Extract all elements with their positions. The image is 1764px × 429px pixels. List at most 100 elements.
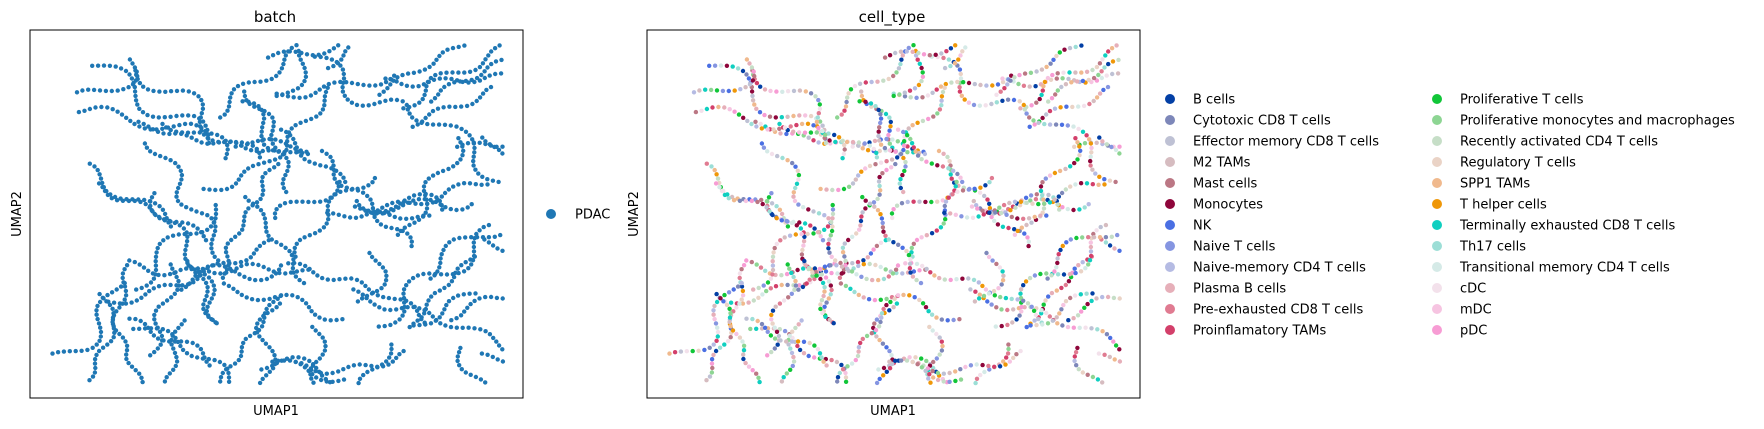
cell-type-point	[1082, 141, 1088, 146]
cell-type-point	[931, 114, 936, 119]
cell-type-point	[1115, 71, 1121, 76]
cell-type-point	[1040, 115, 1045, 121]
batch-point	[246, 80, 251, 85]
cell-type-point	[757, 110, 763, 115]
batch-point	[212, 270, 217, 276]
cell-type-point	[900, 245, 905, 250]
batch-point	[485, 65, 490, 70]
batch-point	[438, 88, 443, 93]
batch-point	[312, 199, 317, 205]
batch-point	[179, 322, 184, 327]
batch-point	[450, 45, 456, 51]
cell-type-point	[727, 315, 733, 320]
cell-type-point	[1104, 142, 1110, 147]
batch-point	[227, 99, 232, 105]
cell-type-point	[1053, 92, 1058, 97]
batch-point	[206, 269, 212, 274]
batch-point	[423, 88, 428, 93]
cell-type-point	[735, 66, 741, 71]
cell-type-point	[951, 168, 956, 173]
cell-type-point	[858, 340, 863, 346]
cell-type-point	[1034, 322, 1039, 328]
batch-point	[320, 107, 326, 112]
cell-type-point	[1107, 243, 1113, 248]
batch-point	[441, 247, 446, 253]
cell-type-point	[774, 329, 780, 334]
batch-point	[134, 287, 139, 292]
cell-type-point	[834, 263, 839, 268]
batch-point	[465, 141, 471, 146]
batch-point	[471, 249, 477, 254]
batch-point	[260, 148, 265, 154]
cell-type-point	[806, 135, 811, 140]
batch-point	[294, 199, 299, 204]
batch-point	[189, 353, 194, 359]
cell-type-point	[943, 81, 948, 87]
cell-type-point	[863, 206, 868, 211]
legend-marker	[1432, 115, 1442, 125]
cell-type-point	[889, 165, 894, 170]
batch-point	[261, 240, 267, 245]
batch-point	[169, 295, 174, 300]
batch-point	[320, 335, 325, 340]
cell-type-point	[771, 250, 776, 255]
cell-type-point	[898, 185, 903, 191]
batch-point	[259, 129, 264, 134]
batch-point	[387, 355, 392, 360]
batch-point	[369, 254, 375, 260]
batch-point	[182, 231, 187, 237]
batch-point	[450, 272, 456, 277]
batch-point	[307, 266, 312, 272]
batch-point	[322, 317, 327, 322]
cell-type-point	[791, 359, 797, 364]
batch-point	[250, 140, 255, 145]
batch-point	[259, 179, 265, 184]
batch-point	[437, 288, 442, 293]
cell-type-point	[1072, 293, 1078, 298]
batch-point	[202, 298, 208, 303]
batch-point	[298, 57, 303, 62]
cell-type-point	[748, 326, 753, 332]
cell-type-point	[1061, 70, 1066, 75]
cell-type-point	[946, 195, 951, 200]
cell-type-point	[962, 97, 967, 102]
cell-type-point	[1049, 96, 1055, 101]
batch-point	[137, 326, 142, 331]
cell-type-point	[754, 80, 760, 86]
cell-type-point	[896, 66, 902, 71]
cell-type-point	[908, 136, 913, 142]
cell-type-point	[853, 177, 858, 182]
cell-type-point	[953, 43, 958, 48]
batch-point	[500, 144, 505, 149]
batch-point	[120, 198, 126, 203]
batch-point	[433, 72, 438, 78]
batch-point	[297, 237, 303, 243]
cell-type-point	[876, 129, 881, 134]
batch-point	[172, 270, 177, 276]
cell-type-point	[929, 199, 934, 205]
batch-point	[261, 188, 266, 193]
batch-point	[437, 315, 442, 320]
batch-point	[203, 238, 209, 243]
batch-point	[303, 263, 308, 269]
cell-type-point	[795, 339, 801, 344]
cell-type-point	[1063, 166, 1068, 172]
batch-point	[261, 212, 266, 217]
cell-type-point	[874, 334, 879, 339]
batch-point	[423, 193, 428, 198]
batch-point	[467, 133, 472, 138]
cell-type-point	[917, 297, 922, 303]
batch-point	[446, 82, 452, 87]
cell-type-point	[1009, 214, 1014, 220]
cell-type-point	[877, 192, 882, 197]
batch-point	[408, 235, 413, 240]
batch-point	[250, 163, 256, 169]
batch-point	[455, 266, 460, 271]
batch-point	[153, 254, 159, 259]
cell-type-point	[709, 357, 715, 362]
cell-type-point	[740, 293, 746, 298]
batch-point	[110, 107, 115, 112]
cell-type-point	[1093, 171, 1098, 176]
cell-type-point	[1021, 83, 1027, 89]
batch-point	[250, 201, 256, 206]
